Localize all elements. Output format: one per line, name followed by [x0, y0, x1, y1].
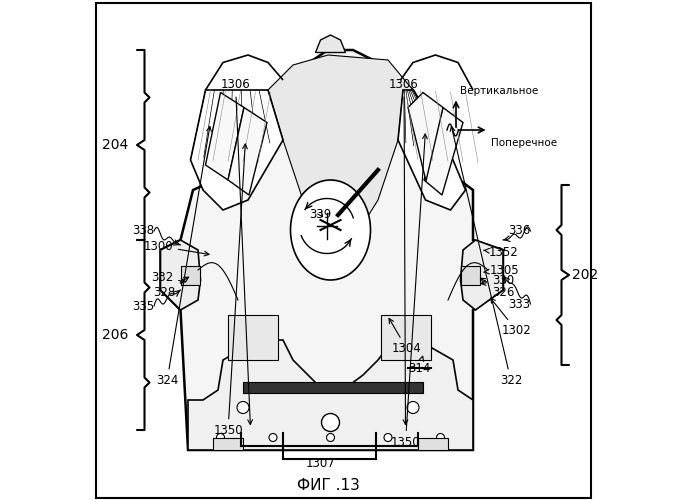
Text: 204: 204 [102, 138, 129, 152]
Text: ФИГ .13: ФИГ .13 [296, 478, 359, 494]
Polygon shape [408, 92, 443, 181]
Text: 314: 314 [407, 356, 430, 376]
Circle shape [407, 402, 419, 413]
Text: 332: 332 [151, 271, 185, 284]
Circle shape [384, 434, 392, 442]
Polygon shape [460, 240, 503, 310]
Text: Поперечное: Поперечное [491, 138, 557, 147]
Text: 330: 330 [481, 274, 514, 287]
Circle shape [237, 402, 249, 413]
Text: 1350: 1350 [213, 144, 248, 438]
Circle shape [436, 434, 445, 442]
Text: 326: 326 [480, 278, 514, 299]
Polygon shape [398, 90, 466, 210]
Text: 1300: 1300 [143, 240, 209, 256]
Text: 324: 324 [156, 126, 211, 388]
Polygon shape [188, 340, 473, 450]
Polygon shape [316, 35, 346, 52]
Text: 1306: 1306 [389, 78, 419, 424]
Polygon shape [381, 315, 431, 360]
Text: 328: 328 [153, 277, 189, 299]
Text: 202: 202 [572, 268, 599, 282]
Text: 339: 339 [309, 208, 331, 220]
Polygon shape [228, 108, 267, 195]
Text: 1304: 1304 [389, 318, 422, 356]
Text: Вертикальное: Вертикальное [460, 86, 539, 97]
Circle shape [327, 434, 335, 442]
Text: 206: 206 [102, 328, 129, 342]
Polygon shape [161, 240, 200, 310]
Text: 333: 333 [508, 298, 530, 310]
Text: 1305: 1305 [484, 264, 519, 276]
Polygon shape [424, 108, 463, 195]
Polygon shape [206, 92, 244, 180]
Circle shape [217, 434, 224, 442]
Text: 1302: 1302 [490, 298, 532, 338]
Text: 336: 336 [508, 224, 530, 237]
Polygon shape [228, 315, 278, 360]
Text: 1307: 1307 [306, 457, 335, 470]
Bar [460, 266, 480, 285]
Text: 335: 335 [132, 300, 154, 312]
Bar [180, 266, 200, 285]
Text: 1350: 1350 [391, 134, 427, 449]
Bar [213, 438, 243, 450]
Circle shape [269, 434, 277, 442]
Text: 338: 338 [132, 224, 154, 237]
Bar [418, 438, 448, 450]
Polygon shape [268, 55, 413, 240]
Text: 1306: 1306 [221, 78, 252, 424]
Bar [243, 382, 423, 392]
Circle shape [322, 414, 340, 432]
Polygon shape [161, 50, 503, 450]
Ellipse shape [290, 180, 370, 280]
Text: 322: 322 [450, 126, 522, 388]
Polygon shape [191, 90, 283, 210]
Text: 1352: 1352 [484, 246, 519, 258]
